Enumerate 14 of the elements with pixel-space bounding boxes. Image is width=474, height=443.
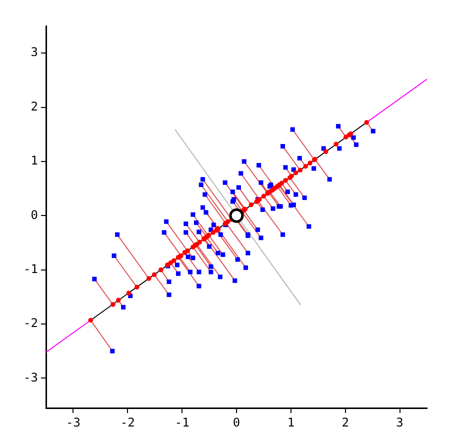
y-tick-label: 1 [30, 154, 38, 168]
x-tick-label: -3 [66, 415, 80, 430]
y-tick-label: 3 [30, 45, 38, 60]
y-tick-label: 2 [30, 99, 38, 114]
x-tick-label: 2 [342, 415, 349, 430]
y-tick-label: -3 [24, 370, 38, 384]
y-tick-label: -2 [24, 316, 38, 330]
y-tick-label: 0 [30, 208, 38, 222]
x-tick-label: 1 [287, 415, 295, 430]
x-tick-label: -2 [120, 415, 135, 430]
x-tick-label: -1 [174, 415, 190, 430]
x-tick-label: 0 [232, 415, 240, 430]
y-tick-label: -1 [24, 262, 38, 276]
x-tick-label: 3 [396, 415, 404, 430]
